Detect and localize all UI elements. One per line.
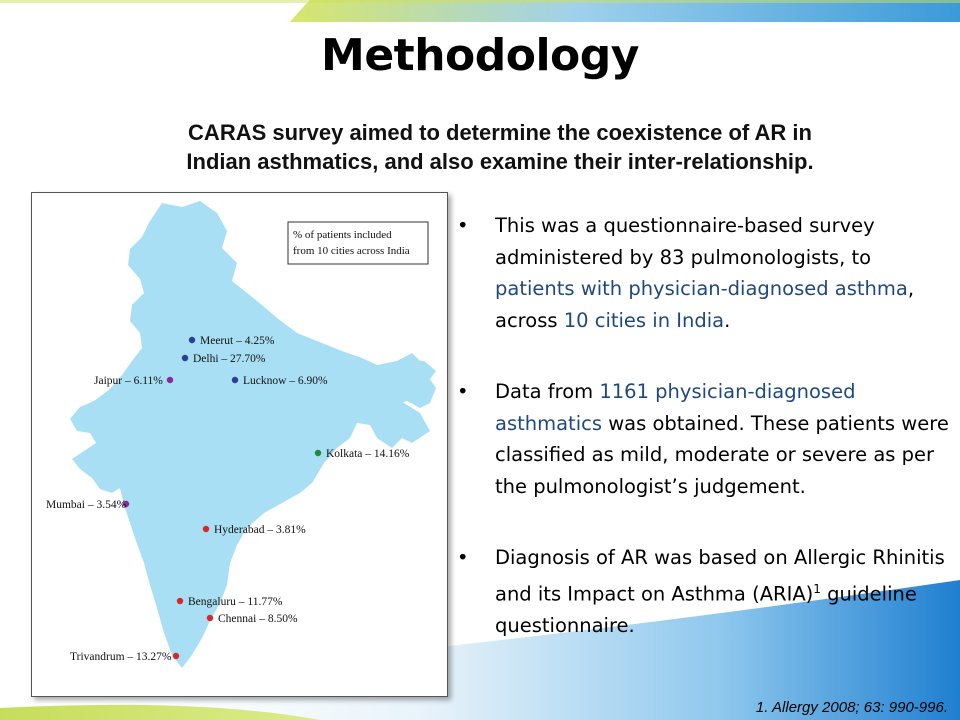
bullet-1-text-3: . — [724, 308, 731, 332]
ne-upper-shape — [387, 359, 436, 379]
delhi-label: Delhi – 27.70% — [193, 353, 266, 365]
bullet-1-text-2: , across — [495, 277, 915, 332]
legend-line-1: % of patients included — [293, 229, 392, 241]
bullet-3-text-1: Diagnosis of AR was based on Allergic Rh… — [495, 546, 945, 605]
mumbai-label: Mumbai – 3.54% — [46, 499, 127, 511]
bullet-1-highlight-1: patients with physician-diagnosed asthma — [495, 277, 908, 300]
bengaluru-dot — [176, 597, 184, 605]
bullet-item-1: • This was a questionnaire-based survey … — [455, 210, 955, 336]
hyderabad-label: Hyderabad – 3.81% — [214, 524, 306, 536]
legend-line-2: from 10 cities across India — [293, 245, 410, 257]
chennai-dot — [206, 614, 214, 622]
bullet-2-text-2: was obtained. These patients were classi… — [495, 411, 949, 498]
kolkata-dot — [314, 449, 322, 457]
jaipur-dot — [166, 376, 174, 384]
kolkata-label: Kolkata – 14.16% — [326, 448, 410, 460]
subtitle-line-2: Indian asthmatics, and also examine thei… — [186, 149, 814, 174]
mumbai-dot — [122, 500, 130, 508]
bullet-item-2: • Data from 1161 physician-diagnosed ast… — [455, 376, 955, 502]
bullet-3-text-2: guideline questionnaire. — [495, 582, 917, 637]
bullet-marker: • — [457, 546, 469, 569]
meerut-dot — [188, 336, 196, 344]
northeast-region-shape — [362, 371, 436, 415]
trivandrum-dot — [172, 652, 180, 660]
bullet-2-highlight-1: 1161 physician-diagnosed asthmatics — [495, 380, 856, 435]
bengaluru-label: Bengaluru – 11.77% — [188, 596, 283, 608]
reference-citation: 1. Allergy 2008; 63: 990-996. — [755, 699, 948, 716]
chennai-label: Chennai – 8.50% — [218, 613, 298, 625]
subtitle-line-1: CARAS survey aimed to determine the coex… — [188, 120, 812, 145]
lucknow-dot — [231, 376, 239, 384]
bullet-1-text-1: This was a questionnaire-based survey ad… — [495, 214, 875, 269]
top-decorative-band — [0, 0, 960, 22]
india-map-figure: % of patients included from 10 cities ac… — [31, 192, 448, 697]
bullet-list: • This was a questionnaire-based survey … — [455, 210, 955, 681]
bullet-marker: • — [457, 214, 469, 237]
meerut-label: Meerut – 4.25% — [200, 335, 275, 347]
india-map-shape — [70, 201, 430, 668]
jaipur-label: Jaipur – 6.11% — [94, 375, 163, 387]
page-title: Methodology — [321, 30, 639, 81]
bullet-1-highlight-2: 10 cities in India — [563, 308, 725, 332]
india-map-svg: % of patients included from 10 cities ac… — [46, 201, 436, 668]
lucknow-label: Lucknow – 6.90% — [243, 375, 328, 387]
hyderabad-dot — [202, 525, 210, 533]
bullet-item-3: • Diagnosis of AR was based on Allergic … — [455, 542, 955, 641]
delhi-dot — [181, 354, 189, 362]
bullet-marker: • — [457, 380, 469, 403]
trivandrum-label: Trivandrum – 13.27% — [70, 651, 172, 663]
bullet-3-superscript: 1 — [813, 581, 821, 596]
legend-box — [287, 221, 429, 265]
bullet-2-text-1: Data from — [495, 380, 600, 403]
subtitle: CARAS survey aimed to determine the coex… — [90, 118, 910, 176]
